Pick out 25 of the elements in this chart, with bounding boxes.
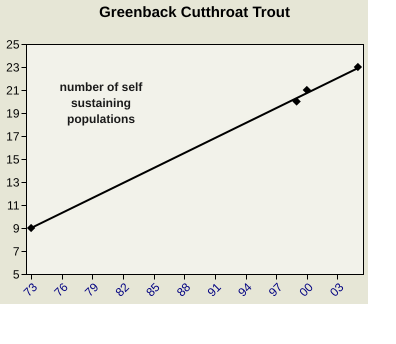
x-tick-label: 91 bbox=[204, 280, 224, 300]
y-tick-label: 13 bbox=[6, 176, 20, 190]
x-tick-label: 03 bbox=[327, 280, 347, 300]
y-tick-label: 7 bbox=[12, 244, 20, 258]
x-tick-label: 73 bbox=[20, 280, 40, 300]
y-tick-label: 25 bbox=[6, 38, 20, 52]
y-tick-label: 23 bbox=[6, 60, 20, 74]
chart-title: Greenback Cutthroat Trout bbox=[99, 4, 290, 21]
x-tick-label: 88 bbox=[174, 280, 194, 300]
y-tick-label: 19 bbox=[6, 106, 20, 120]
y-tick-label: 17 bbox=[6, 130, 20, 144]
x-tick-label: 79 bbox=[82, 280, 102, 300]
y-tick-label: 5 bbox=[12, 268, 20, 282]
x-tick-label: 76 bbox=[51, 280, 71, 300]
x-tick-label: 97 bbox=[266, 280, 286, 300]
y-tick-label: 9 bbox=[12, 222, 20, 236]
y-tick-label: 21 bbox=[6, 84, 20, 98]
point bbox=[354, 62, 362, 72]
x-tick-label: 85 bbox=[143, 280, 163, 300]
x-tick-label: 82 bbox=[112, 280, 132, 300]
annotation: number of self sustaining populations bbox=[60, 80, 144, 126]
y-tick-label: 15 bbox=[6, 152, 20, 166]
x-tick-label: 94 bbox=[235, 280, 255, 300]
y-tick-label: 11 bbox=[7, 198, 20, 212]
x-tick-label: 00 bbox=[296, 280, 316, 300]
